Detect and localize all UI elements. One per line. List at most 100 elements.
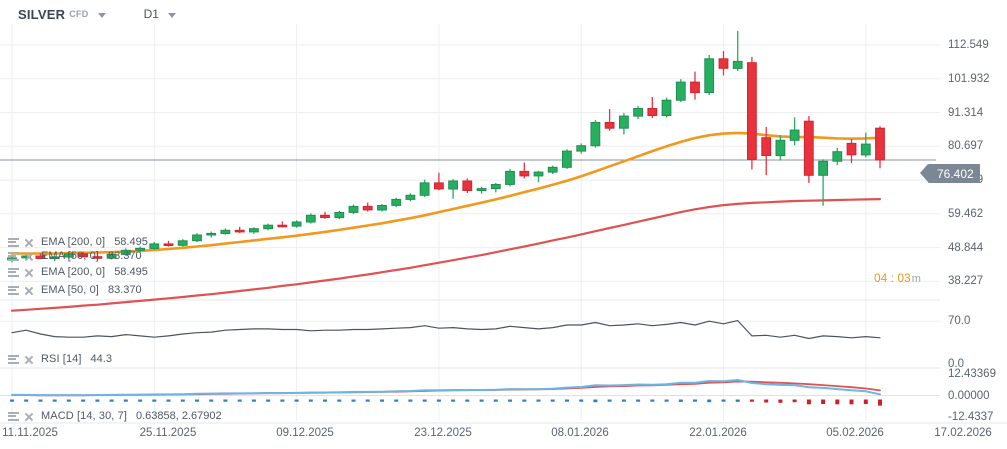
indicator-value: 58.495	[114, 266, 148, 278]
settings-lines-icon[interactable]	[8, 237, 19, 248]
macd-histogram-bar	[451, 399, 456, 402]
candle-body	[647, 108, 658, 116]
candle-body	[704, 58, 715, 93]
candle-body	[690, 81, 700, 94]
candlestick	[277, 221, 288, 228]
candlestick	[690, 71, 700, 100]
macd-histogram-bar	[493, 399, 498, 402]
settings-lines-icon[interactable]	[8, 285, 19, 296]
candlestick	[547, 165, 558, 174]
macd-histogram-bar	[550, 399, 555, 402]
settings-lines-icon[interactable]	[8, 354, 19, 365]
macd-histogram-bar	[749, 399, 754, 402]
macd-histogram-bar	[308, 399, 313, 402]
price-axis-tick: 91.314	[948, 106, 984, 119]
close-x-icon[interactable]	[23, 267, 34, 278]
candlestick	[106, 253, 117, 260]
candlestick	[803, 116, 814, 183]
close-x-icon[interactable]	[23, 354, 34, 365]
time-axis-tick: 17.02.2026	[934, 427, 992, 439]
macd-histogram-bar	[323, 399, 327, 402]
candle-body	[120, 249, 131, 255]
macd-histogram-bar	[878, 399, 882, 406]
macd-histogram-bar	[650, 399, 655, 402]
macd-histogram-bar	[821, 399, 826, 404]
macd-histogram-bar	[109, 399, 114, 402]
macd-histogram-bar	[166, 399, 171, 402]
candlestick	[263, 223, 274, 231]
close-x-icon[interactable]	[23, 285, 34, 296]
macd-histogram-bar	[707, 399, 712, 403]
macd-histogram-bar	[294, 399, 299, 402]
candle-body	[633, 108, 644, 117]
candlestick	[249, 227, 259, 234]
chevron-down-icon[interactable]	[97, 12, 106, 18]
rsi-line	[11, 320, 881, 340]
candle-body	[192, 234, 202, 242]
candlestick	[35, 253, 46, 260]
indicator-legend-ema200-a[interactable]: EMA [200, 0] 58.495	[8, 236, 148, 248]
candlestick	[675, 79, 686, 103]
symbol-selector[interactable]: SILVER CFD	[18, 7, 106, 22]
indicator-label: RSI [14]	[41, 353, 82, 365]
candlestick	[206, 231, 217, 238]
price-axis-tick: 112.549	[948, 39, 989, 52]
chevron-down-icon[interactable]	[167, 12, 176, 18]
candle-body	[747, 62, 757, 160]
macd-histogram-bar	[422, 399, 427, 402]
settings-lines-icon[interactable]	[8, 267, 19, 278]
indicator-legend-rsi[interactable]: RSI [14] 44.3	[8, 353, 112, 365]
indicator-legend-ema200-b[interactable]: EMA [200, 0] 58.495	[8, 266, 148, 278]
candle-body	[234, 229, 245, 233]
indicator-legend-ema50-b[interactable]: EMA [50, 0] 83.370	[8, 284, 142, 296]
candle-body	[462, 180, 473, 191]
settings-lines-icon[interactable]	[8, 411, 19, 422]
close-x-icon[interactable]	[23, 411, 34, 422]
indicator-legend-ema50-a[interactable]: EMA [50, 0] 83.370	[8, 250, 142, 262]
candle-body	[362, 205, 373, 211]
close-x-icon[interactable]	[23, 251, 34, 262]
candlestick	[448, 179, 459, 199]
settings-lines-icon[interactable]	[8, 251, 19, 262]
macd-histogram-bar	[52, 399, 57, 402]
price-axis-tick: 59.462	[948, 207, 984, 220]
close-x-icon[interactable]	[23, 237, 34, 248]
candlestick	[562, 149, 572, 169]
candlestick	[49, 256, 60, 262]
candle-body	[505, 170, 515, 185]
macd-histogram-bar	[123, 399, 128, 402]
macd-histogram-bar	[863, 399, 868, 404]
candle-body	[377, 205, 387, 211]
macd-histogram-bar	[10, 399, 14, 402]
candle-body	[732, 60, 743, 69]
candle-body	[348, 205, 359, 213]
candlestick	[234, 226, 245, 234]
macd-histogram-bar	[251, 399, 256, 402]
candle-body	[576, 145, 587, 152]
candlestick	[192, 233, 202, 242]
candle-body	[206, 232, 217, 236]
candle-body	[220, 229, 231, 235]
macd-histogram-bar	[237, 399, 242, 402]
indicator-legend-macd[interactable]: MACD [14, 30, 7] 0.63858, 2.67902	[8, 410, 222, 422]
candlestick	[875, 126, 885, 169]
macd-histogram-bar	[579, 399, 584, 402]
macd-axis-tick: 0.00000	[948, 389, 990, 402]
time-axis-tick: 23.12.2025	[414, 427, 472, 439]
indicator-label: EMA [50, 0]	[41, 284, 99, 296]
macd-histogram-bar	[365, 399, 370, 402]
candle-body	[661, 99, 672, 116]
indicator-value: 58.495	[114, 236, 148, 248]
candlestick	[64, 252, 74, 259]
timeframe-selector[interactable]: D1	[106, 7, 176, 21]
candlestick	[604, 109, 615, 131]
candlestick	[576, 143, 587, 154]
macd-histogram-bar	[195, 399, 199, 402]
candlestick	[860, 132, 871, 158]
macd-histogram-bar	[735, 399, 740, 402]
countdown-unit: m	[911, 273, 921, 285]
time-axis-tick: 05.02.2026	[826, 427, 884, 439]
macd-histogram-bar	[607, 399, 612, 402]
